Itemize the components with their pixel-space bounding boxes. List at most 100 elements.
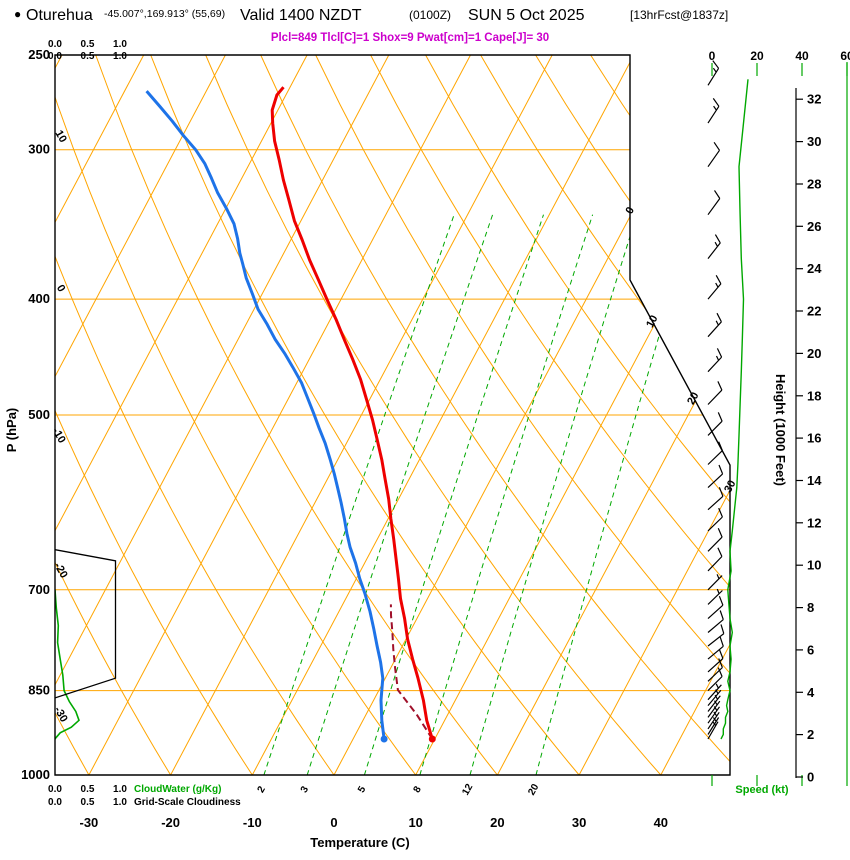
height-tick-label: 4 [807,685,815,700]
valid-time: Valid 1400 NZDT [240,7,362,24]
height-tick-label: 24 [807,261,822,276]
mixing-ratio-line [263,214,455,775]
height-tick-label: 6 [807,642,814,657]
height-tick-label: 16 [807,431,821,446]
speed-profile-line [720,79,749,740]
generated-chart-layers: 0204060024681012141618202224262830322503… [21,39,850,830]
cloud-scale-label: 0.5 [81,784,95,795]
temperature-tick-label: 10 [408,815,422,830]
isotherm-label: 20 [685,390,701,406]
valid-zulu: (0100Z) [409,8,451,22]
dewpoint-profile-line [145,90,386,740]
cloud-scale-label: 0.5 [81,39,95,50]
wind-barb [707,706,720,724]
valid-date: SUN 5 Oct 2025 [468,7,585,24]
height-tick-label: 18 [807,388,821,403]
height-tick-label: 0 [807,770,814,785]
cloudwater-axis-label: CloudWater (g/Kg) [134,784,221,795]
mixing-ratio-label: 20 [526,782,541,798]
isotherm-line [578,55,730,775]
station-name: Oturehua [26,7,93,24]
wind-barb [707,507,723,532]
height-tick-label: 14 [807,473,822,488]
mixing-ratio-line [419,214,594,775]
adiabat-label: 10 [52,128,69,145]
wind-barb [707,98,720,124]
wind-barb [707,721,719,740]
isotherm-line [55,55,226,775]
height-tick-label: 22 [807,304,821,319]
adiabat-label: -30 [51,705,69,725]
dry-adiabat-line [480,55,730,775]
wind-barb [707,667,723,692]
dry-adiabat-line [55,55,172,775]
adiabat-label: -10 [49,426,67,446]
pressure-axis-label: P (hPa) [4,408,19,453]
height-tick-label: 10 [807,558,821,573]
wind-barb [707,441,723,465]
wind-barb [707,190,721,216]
surface-temperature-dot [428,735,436,743]
wind-barb [707,658,723,682]
wind-barb [707,547,723,572]
dry-adiabat-line [315,55,730,775]
wind-barb [707,487,724,511]
pressure-tick-label: 400 [28,291,50,306]
dry-adiabat-line [95,55,498,775]
isotherm-label: 0 [624,205,637,216]
adiabat-label: 0 [54,283,67,294]
height-tick-label: 2 [807,727,814,742]
temperature-tick-label: 0 [330,815,337,830]
wind-barb [707,234,721,259]
dry-adiabat-line [55,55,253,775]
cloudiness-axis-label: Grid-Scale Cloudiness [134,797,241,808]
plot-frame [54,54,731,776]
wind-barb [707,381,723,405]
wind-barb [707,588,723,605]
wind-barb [707,348,723,373]
wind-barb [707,574,723,591]
dry-adiabat-line [205,55,662,775]
indices-line: Plcl=849 Tlcl[C]=1 Shox=9 Pwat[cm]=1 Cap… [271,32,549,44]
wind-barb [707,711,720,730]
cloud-scale-label: 0.0 [48,51,62,62]
mixing-ratio-label: 3 [299,784,312,795]
temperature-tick-label: 40 [654,815,668,830]
wind-barb [707,141,720,168]
cloudwater-profile-line [55,589,80,740]
isotherm-label: 30 [722,478,738,494]
cloudiness-profile-line [55,549,117,699]
speed-tick-label: 60 [840,49,850,63]
dry-adiabat-line [260,55,730,775]
height-tick-label: 8 [807,600,814,615]
temperature-tick-label: -20 [161,815,180,830]
forecast-info: [13hrFcst@1837z] [630,8,728,22]
cloud-scale-label: 0.0 [48,39,62,50]
mixing-ratio-line [469,214,638,775]
wind-barb [707,700,721,718]
wind-barb [707,275,722,300]
mixing-ratio-label: 12 [460,782,475,798]
height-tick-label: 32 [807,92,821,107]
temperature-profile-line [270,86,434,740]
cloud-scale-label: 1.0 [113,797,127,808]
temperature-axis-label: Temperature (C) [310,835,409,850]
dry-adiabat-line [425,55,730,775]
height-tick-label: 20 [807,346,821,361]
pressure-tick-label: 250 [28,47,50,62]
cloud-scale-label: 0.0 [48,797,62,808]
mixing-ratio-label: 2 [256,784,269,795]
wind-barb [707,624,725,647]
station-bullet-icon: ● [14,7,21,21]
temperature-tick-label: -10 [243,815,262,830]
temperature-tick-label: 30 [572,815,586,830]
adiabat-label: -20 [51,561,69,581]
mixing-ratio-label: 5 [356,784,369,795]
isotherm-line [55,55,145,775]
pressure-tick-label: 500 [28,407,50,422]
pressure-tick-label: 1000 [21,767,50,782]
cloud-scale-label: 1.0 [113,51,127,62]
speed-axis-label: Speed (kt) [735,784,789,796]
wind-barb [707,610,724,633]
